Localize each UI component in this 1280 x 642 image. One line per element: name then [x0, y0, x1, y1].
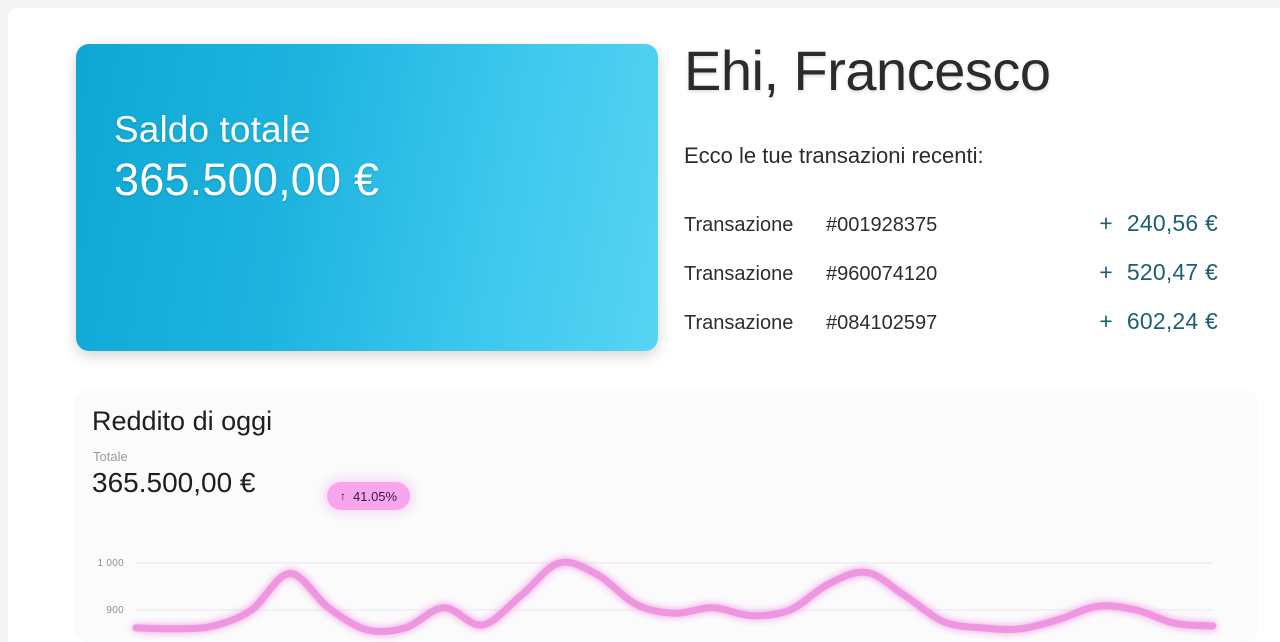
y-axis-tick-label: 900: [106, 605, 124, 616]
plus-icon: +: [1099, 210, 1113, 236]
income-card-title: Reddito di oggi: [92, 406, 273, 436]
table-row[interactable]: Transazione #960074120 + 520,47 €: [684, 259, 1218, 308]
page-title: Ehi, Francesco: [684, 39, 1051, 102]
balance-value: 365.500,00 €: [114, 154, 380, 206]
y-axis-tick-label: 1 000: [97, 558, 124, 569]
transaction-amount: + 520,47 €: [1099, 259, 1218, 286]
plus-icon: +: [1099, 259, 1113, 285]
income-chart-svg: [132, 558, 1217, 636]
table-row[interactable]: Transazione #001928375 + 240,56 €: [684, 210, 1218, 259]
arrow-up-icon: ↑: [340, 489, 346, 503]
transaction-amount-value: 240,56 €: [1126, 210, 1218, 236]
status-badge: ↑ 41.05%: [327, 482, 411, 510]
transaction-id: #084102597: [826, 312, 938, 334]
transaction-amount-value: 602,24 €: [1126, 308, 1218, 334]
recent-transactions-list: Transazione #001928375 + 240,56 € Transa…: [684, 210, 1218, 357]
transaction-amount-value: 520,47 €: [1126, 259, 1218, 285]
transaction-amount: + 240,56 €: [1099, 210, 1218, 237]
transaction-label: Transazione: [684, 263, 794, 285]
income-chart: 1 000 900: [76, 545, 1257, 642]
chart-gridlines: [136, 562, 1213, 611]
todays-income-card: Reddito di oggi Totale 365.500,00 € ↑ 41…: [76, 390, 1257, 642]
transaction-id: #001928375: [826, 214, 938, 236]
total-balance-card[interactable]: Saldo totale 365.500,00 €: [76, 44, 658, 351]
transaction-amount: + 602,24 €: [1099, 308, 1218, 335]
plus-icon: +: [1099, 308, 1113, 334]
transaction-label: Transazione: [684, 214, 794, 236]
transaction-label: Transazione: [684, 312, 794, 334]
table-row[interactable]: Transazione #084102597 + 602,24 €: [684, 308, 1218, 357]
balance-label: Saldo totale: [114, 109, 311, 150]
income-total-label: Totale: [93, 449, 128, 464]
page-subtitle: Ecco le tue transazioni recenti:: [684, 143, 984, 168]
delta-percent: 41.05%: [353, 488, 398, 504]
income-total-value: 365.500,00 €: [92, 467, 256, 498]
transaction-id: #960074120: [826, 263, 938, 285]
chart-line-series: [132, 558, 1217, 636]
balance-card-content: Saldo totale 365.500,00 €: [114, 109, 379, 207]
